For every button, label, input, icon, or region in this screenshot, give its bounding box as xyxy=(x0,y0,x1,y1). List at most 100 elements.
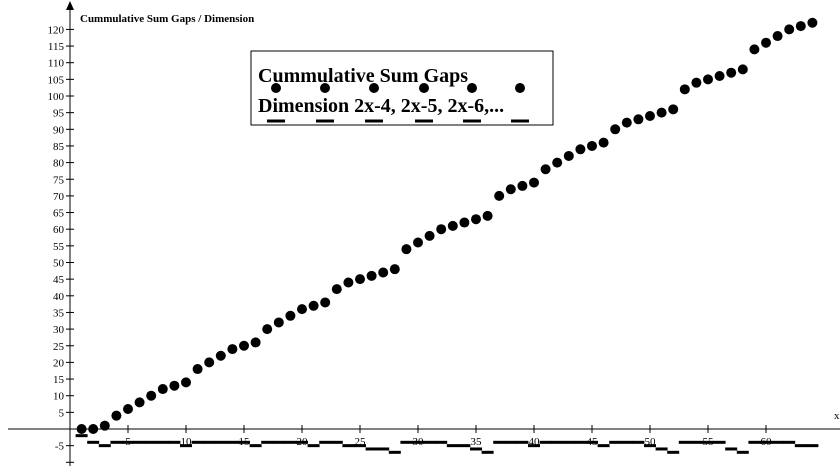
data-point-sum-gaps xyxy=(645,111,655,121)
y-tick-label: 60 xyxy=(53,224,65,236)
y-tick-label: 50 xyxy=(53,258,65,270)
data-point-sum-gaps xyxy=(529,178,539,188)
legend: Cummulative Sum Gaps Dimension 2x-4, 2x-… xyxy=(251,51,553,125)
data-point-sum-gaps xyxy=(633,114,643,124)
data-point-sum-gaps xyxy=(88,424,98,434)
data-point-sum-gaps xyxy=(181,377,191,387)
y-tick-label: 85 xyxy=(53,141,65,153)
data-point-sum-gaps xyxy=(784,24,794,34)
y-tick-label: 110 xyxy=(48,58,65,70)
legend-dot-icon xyxy=(369,83,379,93)
data-point-sum-gaps xyxy=(413,238,423,248)
data-point-sum-gaps xyxy=(703,74,713,84)
data-point-sum-gaps xyxy=(204,357,214,367)
data-point-sum-gaps xyxy=(761,38,771,48)
data-point-sum-gaps xyxy=(610,124,620,134)
x-tick-label: 35 xyxy=(471,436,483,448)
y-tick-label: 25 xyxy=(53,341,65,353)
chart-title: Cummulative Sum Gaps / Dimension xyxy=(80,13,254,25)
y-tick-label: 30 xyxy=(53,324,65,336)
data-point-sum-gaps xyxy=(216,351,226,361)
legend-dot-icon xyxy=(419,83,429,93)
data-point-sum-gaps xyxy=(285,311,295,321)
y-tick-label: 55 xyxy=(53,241,65,253)
y-tick-label: 90 xyxy=(53,124,65,136)
data-point-sum-gaps xyxy=(552,158,562,168)
data-point-sum-gaps xyxy=(564,151,574,161)
data-point-sum-gaps xyxy=(691,78,701,88)
data-point-sum-gaps xyxy=(320,297,330,307)
data-point-sum-gaps xyxy=(297,304,307,314)
data-point-sum-gaps xyxy=(100,421,110,431)
y-tick-label: 115 xyxy=(48,41,65,53)
data-point-sum-gaps xyxy=(262,324,272,334)
data-point-sum-gaps xyxy=(239,341,249,351)
data-point-sum-gaps xyxy=(657,108,667,118)
data-point-sum-gaps xyxy=(483,211,493,221)
data-point-sum-gaps xyxy=(251,337,261,347)
y-tick-label: 35 xyxy=(53,307,65,319)
data-point-sum-gaps xyxy=(169,381,179,391)
data-point-sum-gaps xyxy=(309,301,319,311)
data-point-sum-gaps xyxy=(622,118,632,128)
data-point-sum-gaps xyxy=(448,221,458,231)
y-tick-label: 5 xyxy=(59,407,65,419)
data-point-sum-gaps xyxy=(599,138,609,148)
y-tick-label: 20 xyxy=(53,357,65,369)
data-point-sum-gaps xyxy=(541,164,551,174)
legend-label-dimension: Dimension 2x-4, 2x-5, 2x-6,... xyxy=(258,95,504,117)
data-point-sum-gaps xyxy=(343,277,353,287)
data-point-sum-gaps xyxy=(135,397,145,407)
data-point-sum-gaps xyxy=(436,224,446,234)
data-point-sum-gaps xyxy=(146,391,156,401)
y-tick-label: 70 xyxy=(53,191,65,203)
y-tick-label: -5 xyxy=(55,441,65,453)
data-point-sum-gaps xyxy=(77,424,87,434)
data-point-sum-gaps xyxy=(517,181,527,191)
data-point-sum-gaps xyxy=(680,84,690,94)
data-point-sum-gaps xyxy=(471,214,481,224)
y-tick-label: 45 xyxy=(53,274,65,286)
data-point-sum-gaps xyxy=(796,21,806,31)
y-axis-arrow xyxy=(66,1,74,10)
data-point-sum-gaps xyxy=(494,191,504,201)
data-point-sum-gaps xyxy=(227,344,237,354)
y-tick-label: 10 xyxy=(53,391,65,403)
data-point-sum-gaps xyxy=(506,184,516,194)
y-tick-label: 75 xyxy=(53,174,65,186)
data-point-sum-gaps xyxy=(715,71,725,81)
data-point-sum-gaps xyxy=(738,64,748,74)
data-point-sum-gaps xyxy=(274,317,284,327)
data-point-sum-gaps xyxy=(193,364,203,374)
data-point-sum-gaps xyxy=(332,284,342,294)
legend-dot-icon xyxy=(320,83,330,93)
data-point-sum-gaps xyxy=(749,44,759,54)
data-point-sum-gaps xyxy=(726,68,736,78)
x-axis-label: x xyxy=(834,410,840,422)
data-point-sum-gaps xyxy=(158,384,168,394)
y-tick-label: 80 xyxy=(53,158,65,170)
data-point-sum-gaps xyxy=(378,267,388,277)
y-tick-label: 120 xyxy=(48,24,65,36)
y-tick-label: 15 xyxy=(53,374,65,386)
data-point-sum-gaps xyxy=(459,218,469,228)
y-tick-label: 100 xyxy=(48,91,65,103)
data-point-sum-gaps xyxy=(668,104,678,114)
data-point-sum-gaps xyxy=(807,18,817,28)
data-point-sum-gaps xyxy=(587,141,597,151)
data-point-sum-gaps xyxy=(355,274,365,284)
data-point-sum-gaps xyxy=(575,144,585,154)
data-point-sum-gaps xyxy=(773,31,783,41)
data-point-sum-gaps xyxy=(401,244,411,254)
legend-dot-icon xyxy=(467,83,477,93)
y-tick-label: 65 xyxy=(53,208,65,220)
legend-label-sum-gaps: Cummulative Sum Gaps xyxy=(258,65,468,87)
legend-dot-icon xyxy=(271,83,281,93)
y-tick-label: 40 xyxy=(53,291,65,303)
legend-dot-icon xyxy=(515,83,525,93)
y-tick-label: 105 xyxy=(48,74,65,86)
data-point-sum-gaps xyxy=(111,411,121,421)
data-point-sum-gaps xyxy=(390,264,400,274)
data-point-sum-gaps xyxy=(425,231,435,241)
